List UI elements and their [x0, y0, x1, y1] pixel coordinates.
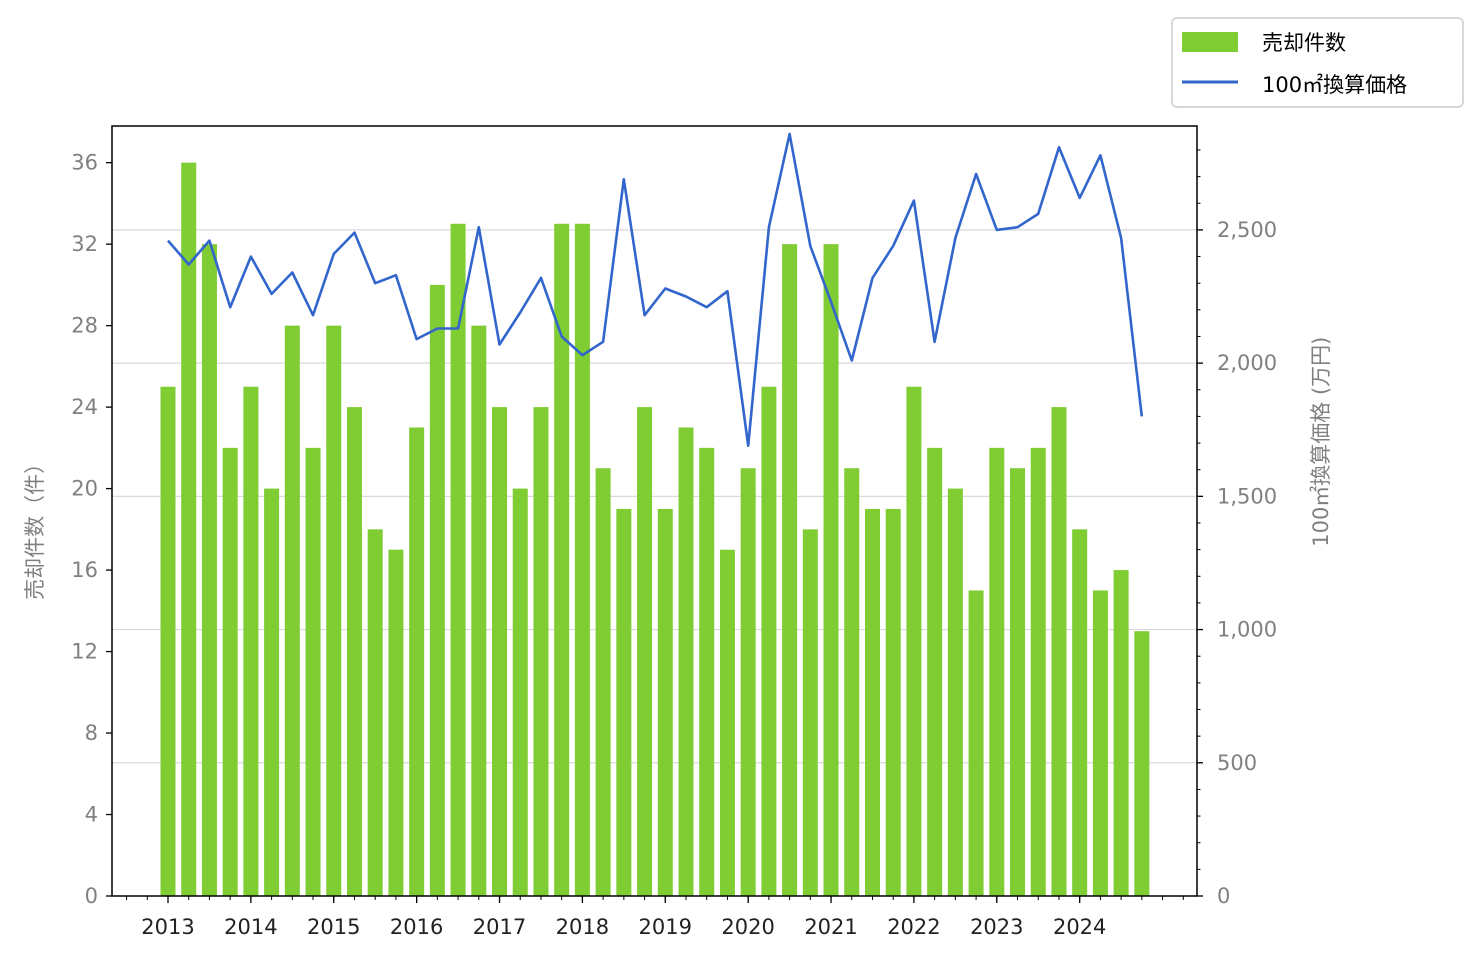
y-left-tick-label: 32	[71, 232, 98, 256]
y-left-tick-label: 0	[85, 884, 98, 908]
bar	[782, 244, 798, 897]
bar	[512, 488, 528, 896]
bar-series	[160, 162, 1150, 897]
bar	[1010, 468, 1026, 896]
x-tick-label: 2020	[721, 915, 774, 939]
bar	[657, 508, 673, 896]
bar	[678, 427, 694, 896]
legend-frame	[1171, 17, 1464, 108]
x-tick-label: 2022	[887, 915, 940, 939]
x-tick-label: 2023	[970, 915, 1023, 939]
y-left-tick-label: 12	[71, 640, 98, 664]
bar	[1051, 407, 1067, 896]
bar	[367, 529, 383, 896]
bar	[1092, 590, 1108, 896]
y-axis-right-label: 100㎡換算価格 (万円)	[1309, 337, 1333, 547]
legend-swatch-bar	[1182, 32, 1238, 52]
y-right-tick-label: 1,500	[1217, 484, 1277, 508]
bar	[429, 284, 445, 896]
bar	[595, 468, 611, 896]
legend: 売却件数 100㎡換算価格	[1171, 17, 1464, 108]
y-left-tick-label: 20	[71, 477, 98, 501]
bar	[388, 549, 404, 896]
bar	[326, 325, 342, 896]
bar	[761, 386, 777, 896]
bar	[844, 468, 860, 896]
line-series	[167, 132, 1144, 448]
bar	[1134, 631, 1150, 896]
bar	[740, 468, 756, 896]
y-right-tick-label: 2,000	[1217, 351, 1277, 375]
y-left-tick-label: 4	[85, 803, 98, 827]
x-tick-label: 2014	[224, 915, 277, 939]
bar	[947, 488, 963, 896]
bar	[243, 386, 259, 896]
bar	[989, 447, 1005, 896]
bar	[533, 407, 549, 896]
bar	[906, 386, 922, 896]
bar	[1030, 447, 1046, 896]
bar	[616, 508, 632, 896]
y-right-tick-label: 0	[1217, 884, 1230, 908]
x-tick-label: 2021	[804, 915, 857, 939]
bar	[471, 325, 487, 896]
bar	[1072, 529, 1088, 896]
y-left-tick-label: 28	[71, 314, 98, 338]
bar	[802, 529, 818, 896]
bar	[409, 427, 425, 896]
legend-label-bar: 売却件数	[1262, 31, 1346, 55]
bar	[637, 407, 653, 896]
y-right-tick-label: 1,000	[1217, 618, 1277, 642]
y-right-tick-label: 500	[1217, 751, 1257, 775]
y-right-tick-label: 2,500	[1217, 218, 1277, 242]
y-left-tick-label: 24	[71, 395, 98, 419]
bar	[1113, 570, 1129, 896]
bar	[554, 223, 570, 896]
y-left-tick-label: 36	[71, 151, 98, 175]
bar	[968, 590, 984, 896]
y-axis-left-label: 売却件数（件）	[23, 453, 47, 600]
bar	[264, 488, 280, 896]
bar	[201, 244, 217, 897]
bar	[927, 447, 943, 896]
x-tick-label: 2015	[307, 915, 360, 939]
bar	[492, 407, 508, 896]
bar	[305, 447, 321, 896]
bar	[450, 223, 466, 896]
x-tick-label: 2018	[556, 915, 609, 939]
bar	[284, 325, 300, 896]
bar	[719, 549, 735, 896]
x-tick-label: 2019	[639, 915, 692, 939]
legend-label-line: 100㎡換算価格	[1262, 73, 1407, 97]
bar	[574, 223, 590, 896]
bar	[885, 508, 901, 896]
y-left-tick-label: 16	[71, 558, 98, 582]
bar	[222, 447, 238, 896]
plot-frame	[111, 125, 1198, 897]
bar	[160, 386, 176, 896]
price-line	[167, 132, 1144, 448]
bar	[823, 244, 839, 897]
bar	[346, 407, 362, 896]
axes: 0481216202428323605001,0001,5002,0002,50…	[71, 125, 1277, 939]
y-left-tick-label: 8	[85, 721, 98, 745]
bar	[699, 447, 715, 896]
x-tick-label: 2013	[141, 915, 194, 939]
bar	[181, 162, 197, 896]
bar	[864, 508, 880, 896]
x-tick-label: 2017	[473, 915, 526, 939]
x-tick-label: 2016	[390, 915, 443, 939]
x-tick-label: 2024	[1053, 915, 1106, 939]
